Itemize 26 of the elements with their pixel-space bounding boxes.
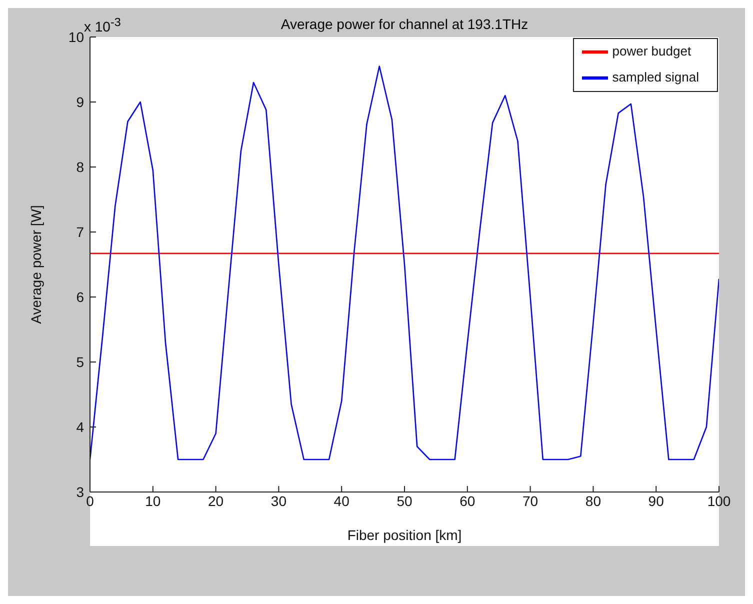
y-tick-label: 7 <box>76 224 84 240</box>
y-tick-label: 6 <box>76 288 84 305</box>
x-tick-label: 70 <box>522 492 538 509</box>
x-tick-label: 10 <box>145 492 161 509</box>
y-tick-label: 4 <box>76 418 84 435</box>
x-tick-label: 20 <box>208 492 224 509</box>
y-tick-label: 5 <box>76 354 84 370</box>
y-tick-label: 8 <box>76 158 84 175</box>
x-tick-label: 90 <box>648 492 664 509</box>
legend-label: power budget <box>612 43 692 58</box>
x-tick-label: 80 <box>585 492 602 509</box>
y-tick-label: 3 <box>76 484 84 500</box>
text: x 10$^{-3}$ <box>84 16 121 35</box>
x-tick-label: 100 <box>707 492 731 509</box>
x-tick-label: 40 <box>334 492 350 509</box>
x-axis-title: Fiber position [km] <box>347 527 462 543</box>
line-series <box>90 66 719 460</box>
y-tick-label: 10 <box>68 28 84 45</box>
y-tick-label: 9 <box>76 94 84 110</box>
x-tick-label: 30 <box>270 492 287 509</box>
y-axis-title: Average power [W] <box>28 205 44 324</box>
legend-label: sampled signal <box>612 69 699 84</box>
chart-title: Average power for channel at 193.1THz <box>280 16 528 32</box>
x-tick-label: 60 <box>460 492 476 509</box>
x-tick-label: 0 <box>86 492 94 509</box>
x-tick-label: 50 <box>396 492 412 509</box>
